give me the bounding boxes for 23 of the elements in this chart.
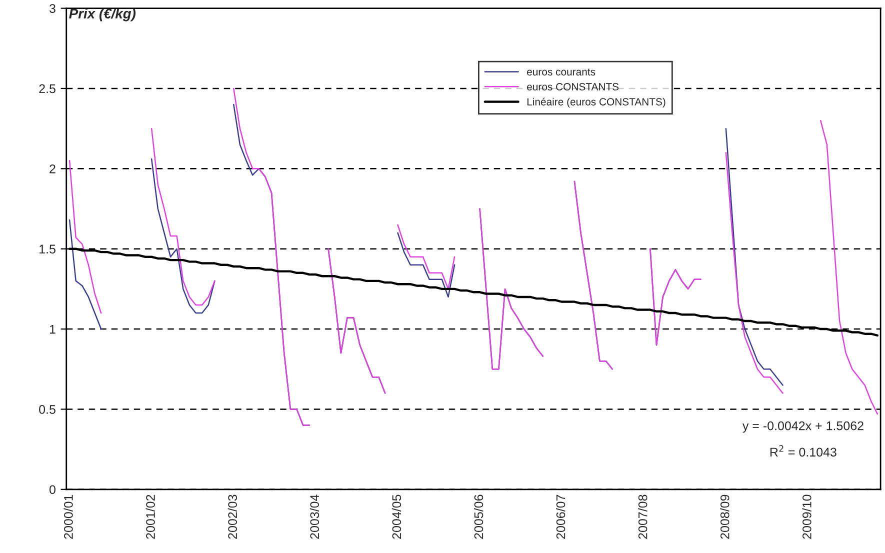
legend-label: euros CONSTANTS — [527, 83, 619, 90]
x-tick-label: 2006/07 — [556, 494, 566, 539]
y-tick-label: 2 — [50, 164, 56, 174]
y-tick-label: 3 — [49, 4, 56, 13]
x-tick-label: 2002/03 — [228, 494, 237, 539]
annotation: y = -0.0042x + 1.5062 — [742, 421, 864, 433]
y-tick-label: 1 — [50, 324, 56, 334]
x-tick-label: 2007/08 — [638, 494, 648, 539]
x-tick-label: 2005/06 — [474, 494, 484, 539]
y-tick-label: 1.5 — [40, 244, 56, 254]
x-tick-label: 2003/04 — [310, 494, 320, 539]
y-tick-label: 2.5 — [39, 84, 56, 94]
x-tick-label: 2004/05 — [392, 494, 402, 539]
y-axis-title: Prix (€/kg) — [69, 8, 136, 22]
legend-label: Linéaire (euros CONSTANTS) — [527, 98, 666, 108]
x-tick-label: 2009/10 — [802, 494, 812, 539]
x-tick-label: 2000/01 — [64, 494, 73, 539]
x-tick-label: 2008/09 — [720, 494, 730, 539]
annotation: R$^{2}$ = 0.1043 — [770, 445, 836, 457]
legend-label: euros courants — [527, 68, 596, 76]
y-tick-label: 0.5 — [39, 405, 56, 414]
y-tick-label: 0 — [49, 485, 56, 494]
x-tick-label: 2001/02 — [146, 494, 155, 539]
